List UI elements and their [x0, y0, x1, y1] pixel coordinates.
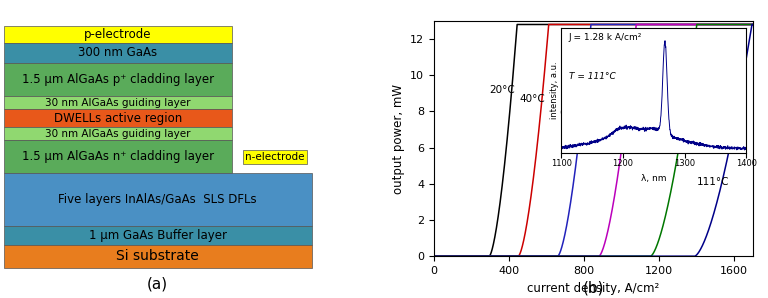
Text: 1 μm GaAs Buffer layer: 1 μm GaAs Buffer layer — [89, 229, 227, 242]
Text: 100°C: 100°C — [652, 145, 684, 154]
Text: (a): (a) — [147, 277, 168, 291]
Text: 30 nm AlGaAs guiding layer: 30 nm AlGaAs guiding layer — [45, 129, 190, 139]
Text: n-electrode: n-electrode — [246, 152, 305, 162]
Bar — [4, 245, 312, 268]
Text: 111°C: 111°C — [697, 177, 729, 187]
Bar — [4, 173, 312, 226]
Bar — [4, 127, 232, 140]
Text: 30 nm AlGaAs guiding layer: 30 nm AlGaAs guiding layer — [45, 98, 190, 108]
Text: 80°C: 80°C — [600, 123, 626, 133]
Text: Si substrate: Si substrate — [117, 249, 199, 263]
Text: DWELLs active region: DWELLs active region — [54, 112, 182, 125]
Bar — [4, 63, 232, 96]
Text: 1.5 μm AlGaAs p⁺ cladding layer: 1.5 μm AlGaAs p⁺ cladding layer — [22, 73, 214, 86]
Text: 40°C: 40°C — [519, 94, 545, 104]
Bar — [4, 96, 232, 109]
Bar — [4, 226, 312, 245]
Text: 1.5 μm AlGaAs n⁺ cladding layer: 1.5 μm AlGaAs n⁺ cladding layer — [22, 150, 214, 163]
Bar — [4, 109, 232, 127]
Bar — [4, 26, 232, 43]
Text: p-electrode: p-electrode — [84, 28, 151, 41]
Text: 60°C: 60°C — [559, 108, 585, 118]
Text: Five layers InAlAs/GaAs  SLS DFLs: Five layers InAlAs/GaAs SLS DFLs — [58, 193, 257, 206]
Text: 20°C: 20°C — [489, 85, 515, 95]
Bar — [4, 140, 232, 173]
X-axis label: current density, A/cm²: current density, A/cm² — [527, 282, 660, 294]
Bar — [4, 43, 232, 63]
Text: 300 nm GaAs: 300 nm GaAs — [78, 46, 157, 59]
Text: (b): (b) — [583, 281, 604, 296]
Bar — [243, 150, 307, 164]
Y-axis label: output power, mW: output power, mW — [392, 83, 405, 194]
